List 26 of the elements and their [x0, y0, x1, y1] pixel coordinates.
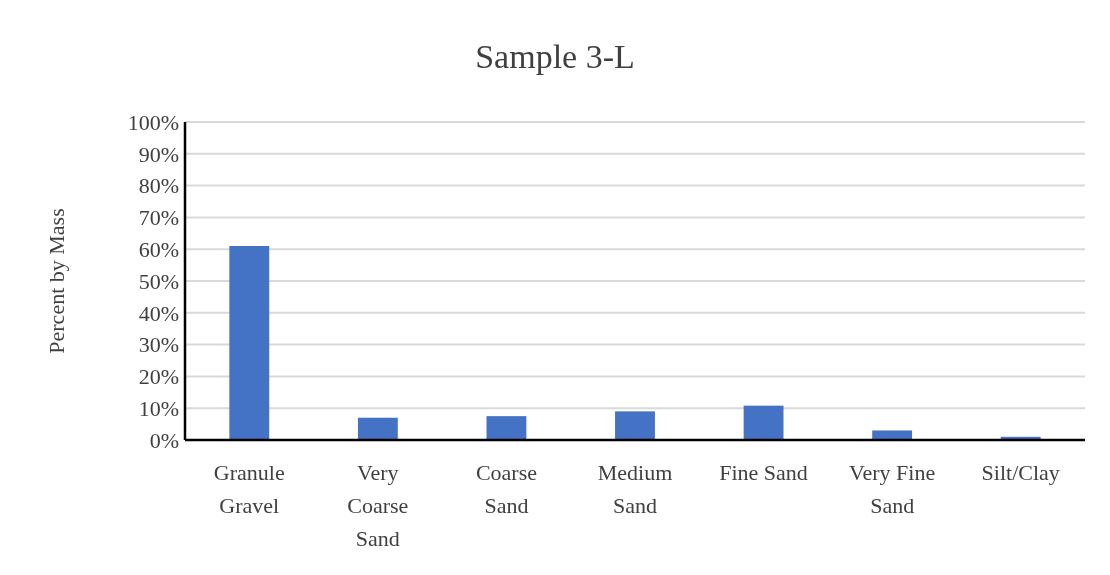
y-axis-title: Percent by Mass [44, 208, 69, 354]
bar [743, 405, 784, 440]
x-tick-label: Silt/Clay [981, 460, 1060, 485]
y-tick-label: 60% [138, 236, 179, 262]
x-tick-label: Very Coarse Sand [347, 460, 409, 551]
x-tick-label: Coarse Sand [475, 460, 537, 518]
bar [615, 411, 655, 440]
y-tick-label: 30% [138, 332, 179, 358]
y-tick-label: 0% [149, 427, 179, 453]
y-tick-label: 90% [138, 141, 179, 167]
y-tick-label: 40% [138, 300, 179, 326]
y-tick-label: 10% [138, 395, 179, 421]
chart-title: Sample 3-L [475, 38, 635, 75]
bar [486, 416, 527, 440]
y-tick-label: 50% [138, 268, 179, 294]
x-tick-label: Fine Sand [719, 460, 808, 485]
x-tick-label: Medium Sand [597, 460, 673, 518]
x-tick-label: Very Fine Sand [849, 460, 936, 518]
y-tick-label: 80% [138, 173, 179, 199]
bar [872, 430, 913, 440]
y-tick-label: 20% [138, 364, 179, 390]
y-tick-label: 70% [138, 205, 179, 231]
y-tick-label: 100% [127, 109, 179, 135]
x-tick-label: Granule Gravel [213, 460, 285, 518]
bar [229, 246, 270, 440]
bar [357, 417, 398, 440]
